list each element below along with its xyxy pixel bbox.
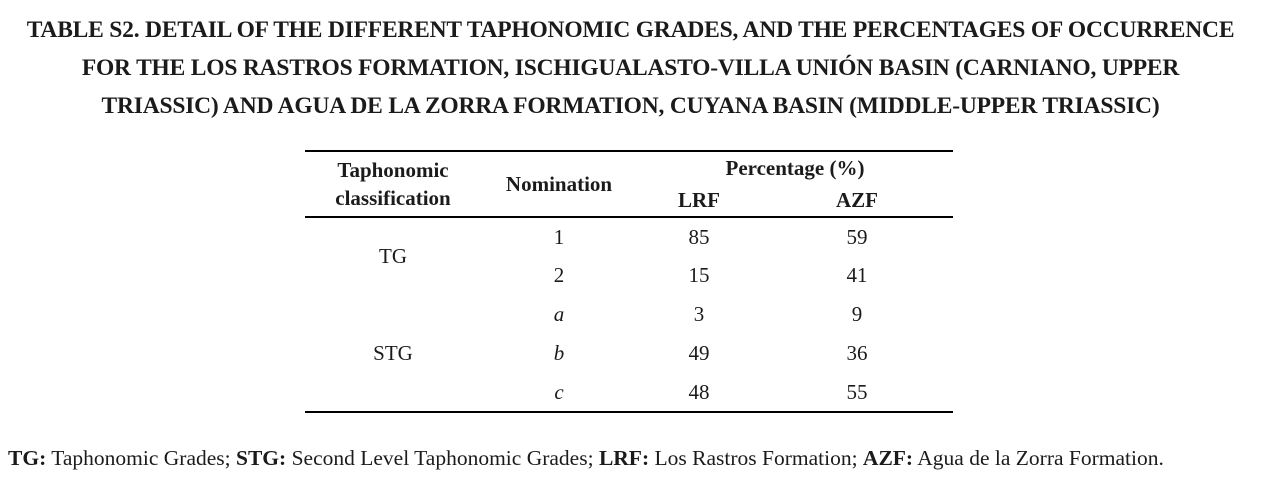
- table-row: c 48 55: [305, 373, 953, 412]
- cell-azf-value: 59: [846, 224, 868, 249]
- table-row: b 49 36: [305, 334, 953, 373]
- cell-lrf-value: 15: [688, 263, 710, 287]
- footnote-abbr-azf: AZF:: [862, 446, 914, 470]
- cell-azf-value: 55: [846, 379, 868, 404]
- header-percentage: Percentage (%): [725, 155, 865, 180]
- table-footnote: TG: Taphonomic Grades; STG: Second Level…: [8, 443, 1256, 473]
- cell-nomination: a: [553, 302, 565, 326]
- cell-azf-value: 36: [846, 341, 868, 365]
- table-caption-line: TRIASSIC) AND AGUA DE LA ZORRA FORMATION…: [101, 93, 1160, 119]
- header-classification-line1: Taphonomic: [337, 157, 449, 182]
- cell-lrf-value: 3: [693, 302, 705, 326]
- footnote-text: Taphonomic Grades;: [46, 446, 236, 470]
- header-classification-line2: classification: [335, 186, 451, 210]
- table-caption: TABLE S2. DETAIL OF THE DIFFERENT TAPHON…: [0, 11, 1261, 125]
- cell-nomination: 1: [553, 224, 565, 249]
- table-row: 2 15 41: [305, 256, 953, 295]
- cell-lrf-value: 49: [688, 341, 710, 365]
- cell-lrf-value: 48: [688, 379, 710, 404]
- table-body: TG 1 85 59 2 15 41 STG a 3 9 b 49 36: [305, 217, 953, 412]
- header-azf: AZF: [836, 187, 878, 212]
- cell-classification-tg: TG: [379, 244, 407, 268]
- cell-azf-value: 41: [846, 263, 868, 287]
- footnote-text: Agua de la Zorra Formation.: [913, 446, 1164, 470]
- header-lrf: LRF: [678, 187, 720, 212]
- table-caption-line: FOR THE LOS RASTROS FORMATION, ISCHIGUAL…: [81, 55, 1180, 81]
- taphonomic-grades-table: Taphonomic classification Nomination Per…: [305, 150, 953, 413]
- table-row: TG 1 85 59: [305, 217, 953, 269]
- cell-lrf-value: 85: [688, 224, 710, 249]
- footnote-text: Second Level Taphonomic Grades;: [286, 446, 599, 470]
- footnote-abbr-tg: TG:: [8, 446, 47, 470]
- footnote-abbr-stg: STG:: [236, 446, 287, 470]
- table-header: Taphonomic classification Nomination Per…: [305, 151, 953, 217]
- header-taphonomic-classification: Taphonomic classification: [305, 151, 481, 217]
- footnote-text: Los Rastros Formation;: [649, 446, 863, 470]
- footnote-abbr-lrf: LRF:: [598, 446, 650, 470]
- cell-azf-value: 9: [851, 302, 863, 326]
- header-nomination: Nomination: [505, 171, 613, 196]
- cell-nomination: c: [554, 379, 564, 404]
- cell-nomination: 2: [553, 263, 565, 287]
- table-row: STG a 3 9: [305, 295, 953, 365]
- cell-classification-stg: STG: [373, 340, 413, 365]
- table-caption-line: TABLE S2. DETAIL OF THE DIFFERENT TAPHON…: [26, 17, 1235, 43]
- cell-nomination: b: [553, 341, 565, 365]
